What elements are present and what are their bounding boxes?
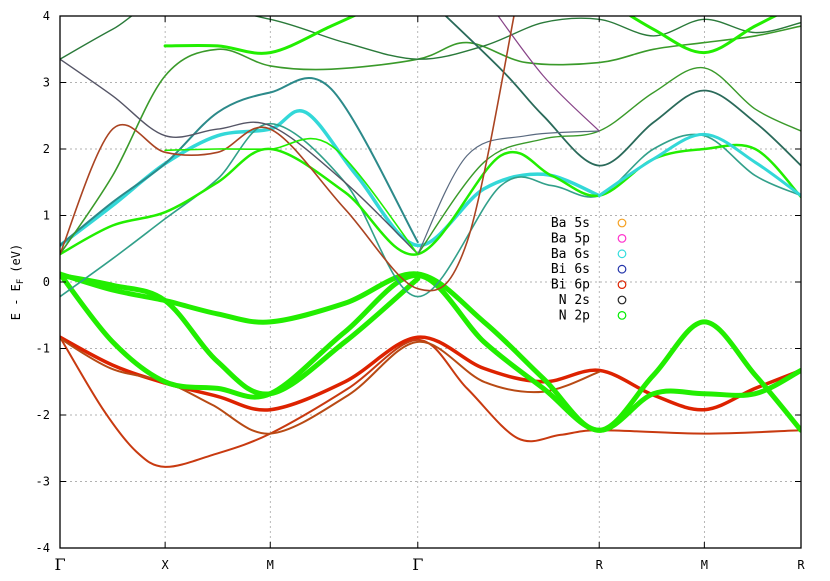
x-tick-label: M (701, 558, 708, 572)
legend-marker (617, 218, 627, 228)
x-tick-label: R (596, 558, 604, 572)
legend-label: Bi 6s (551, 262, 590, 277)
y-axis-label-main: E - E (9, 284, 23, 320)
legend-marker (617, 295, 627, 305)
band-line-5 (60, 272, 421, 397)
band-line-20 (60, 16, 515, 292)
legend-marker (617, 311, 627, 320)
y-axis-ticks: -4 -3 -2 -1 0 1 2 3 4 (36, 9, 801, 555)
y-tick-label: 4 (43, 9, 50, 23)
y-tick-label: 0 (43, 275, 50, 289)
x-tick-label: X (162, 558, 170, 572)
y-tick-label: 3 (43, 76, 50, 90)
band-line-21 (164, 137, 419, 255)
legend-label: N 2p (559, 308, 590, 323)
band-line-0 (60, 335, 801, 412)
y-tick-label: 2 (43, 142, 50, 156)
band-line-11 (60, 58, 419, 255)
y-tick-label: -1 (36, 342, 50, 356)
band-curves (60, 16, 801, 468)
y-tick-label: 1 (43, 209, 50, 223)
band-line-18 (417, 130, 600, 255)
band-line-13 (163, 16, 357, 55)
band-line-7 (60, 77, 419, 247)
x-tick-label: Γ (54, 555, 65, 574)
y-axis-label: E - EF (eV) (9, 244, 26, 320)
legend-label: Ba 5s (551, 216, 590, 231)
legend-label: Bi 6p (551, 278, 590, 293)
legend-label: Ba 5p (551, 231, 590, 246)
legend-marker (617, 280, 627, 290)
band-line-16 (597, 132, 801, 198)
legend-label: N 2s (559, 293, 590, 308)
band-line-8 (60, 122, 801, 298)
x-tick-label: R (797, 558, 805, 572)
band-line-15 (444, 16, 801, 167)
y-tick-label: -3 (36, 475, 50, 489)
x-tick-label: M (267, 558, 274, 572)
legend-label: Ba 6s (551, 247, 590, 262)
band-line-12 (60, 16, 801, 60)
legend-marker (617, 249, 627, 259)
band-line-6 (60, 109, 601, 248)
band-line-1 (60, 336, 801, 468)
band-line-19 (497, 16, 600, 132)
band-line-2 (60, 337, 601, 435)
x-tick-label: Γ (412, 555, 423, 574)
y-axis-label-sub: F (16, 279, 26, 284)
band-line-17 (417, 67, 801, 255)
y-tick-label: -2 (36, 408, 50, 422)
band-line-3 (60, 271, 801, 433)
legend-marker (617, 264, 627, 274)
band-line-10 (60, 25, 801, 255)
y-axis-label-unit: (eV) (9, 244, 23, 273)
y-tick-label: -4 (36, 541, 50, 555)
band-line-9 (60, 143, 801, 256)
legend-marker (617, 233, 627, 243)
band-line-14 (628, 16, 779, 55)
